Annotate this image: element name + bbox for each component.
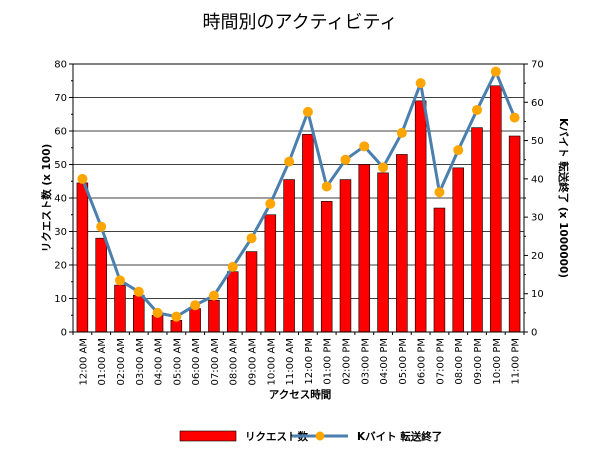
y2-axis-title: Kバイト 転送終了 (x 1000000) (557, 118, 570, 278)
legend-line-marker (315, 431, 325, 441)
x-tick-label: 06:00 PM (417, 338, 428, 385)
left-tick-label: 0 (61, 328, 67, 339)
legend-bar-label: リクエスト数 (245, 430, 308, 443)
x-tick-label: 12:00 AM (78, 338, 89, 385)
bar (339, 179, 352, 333)
bar (95, 237, 107, 333)
line-point (396, 127, 407, 138)
line-point (415, 78, 426, 89)
x-tick-label: 01:00 PM (323, 338, 334, 385)
line-point (77, 173, 88, 184)
bar (358, 164, 371, 333)
x-axis-title: アクセス時間 (269, 388, 331, 401)
legend-line-label: Kバイト 転送終了 (357, 430, 442, 443)
x-tick-label: 07:00 PM (435, 338, 446, 385)
bar (283, 179, 295, 333)
x-tick-label: 07:00 AM (210, 338, 221, 385)
x-tick-label: 12:00 PM (304, 338, 315, 385)
right-tick-label: 40 (531, 174, 544, 185)
left-tick-label: 50 (54, 160, 67, 171)
line-point (434, 187, 445, 198)
line-point (302, 106, 313, 117)
x-tick-label: 09:00 AM (248, 338, 259, 385)
line-point (284, 156, 295, 167)
line-point (378, 162, 389, 173)
line-point (509, 112, 520, 123)
left-tick-label: 80 (54, 60, 67, 71)
bar (226, 271, 239, 333)
line-point (472, 104, 483, 115)
bar (433, 207, 446, 333)
x-tick-label: 08:00 PM (454, 338, 465, 385)
x-tick-label: 02:00 PM (341, 338, 352, 385)
line-point (152, 307, 163, 318)
left-tick-label: 40 (54, 194, 67, 205)
right-tick-label: 20 (531, 251, 544, 262)
line-point (171, 311, 182, 322)
right-tick-label: 30 (531, 213, 544, 224)
bar (452, 167, 464, 333)
x-tick-label: 11:00 AM (285, 338, 296, 385)
right-tick-label: 50 (531, 136, 544, 147)
line-point (321, 181, 332, 192)
x-tick-label: 06:00 AM (191, 338, 202, 385)
x-tick-label: 11:00 PM (511, 338, 522, 385)
left-tick-label: 60 (54, 127, 67, 138)
bar (490, 85, 502, 333)
x-tick-label: 03:00 PM (360, 338, 371, 385)
bar (302, 134, 314, 333)
y-axis-title: リクエスト数 (x 100) (40, 144, 53, 253)
left-tick-label: 10 (54, 294, 67, 305)
bar (377, 172, 389, 333)
right-tick-label: 70 (531, 60, 544, 71)
line-point (96, 221, 107, 232)
line-point (359, 141, 370, 152)
bar (320, 201, 333, 333)
line-point (246, 233, 257, 244)
bar (133, 294, 145, 333)
line-point (133, 286, 144, 297)
right-tick-label: 10 (531, 289, 544, 300)
x-tick-label: 05:00 AM (172, 338, 183, 385)
chart-title: 時間別のアクティビティ (203, 12, 398, 33)
x-tick-label: 10:00 AM (266, 338, 277, 385)
line-point (190, 300, 201, 311)
bar (189, 308, 201, 333)
bar (508, 135, 521, 333)
right-tick-label: 0 (531, 328, 537, 339)
kbyte-line (80, 70, 516, 319)
bar (76, 182, 89, 333)
line-point (453, 145, 464, 156)
x-tick-label: 10:00 PM (492, 338, 503, 385)
x-tick-label: 08:00 AM (229, 338, 240, 385)
bar (471, 127, 483, 333)
line-point (208, 290, 219, 301)
line-point (265, 198, 276, 209)
line-point (490, 66, 501, 77)
right-tick-label: 60 (531, 98, 544, 109)
bar (245, 251, 258, 333)
x-tick-label: 03:00 AM (135, 338, 146, 385)
legend-bar-swatch (179, 430, 237, 442)
bar (264, 214, 277, 333)
x-tick-label: 02:00 AM (116, 338, 127, 385)
x-tick-label: 05:00 PM (398, 338, 409, 385)
line-point (340, 154, 351, 165)
x-tick-label: 09:00 PM (473, 338, 484, 385)
left-tick-label: 20 (54, 261, 67, 272)
bar (414, 100, 427, 333)
x-tick-label: 04:00 PM (379, 338, 390, 385)
bar (396, 154, 408, 333)
left-tick-label: 70 (54, 93, 67, 104)
bar (170, 319, 183, 333)
line-point (227, 261, 238, 272)
left-tick-label: 30 (54, 227, 67, 238)
x-tick-label: 04:00 AM (154, 338, 165, 385)
x-tick-label: 01:00 AM (97, 338, 108, 385)
line-point (114, 275, 125, 286)
bar (114, 284, 126, 333)
bar (208, 299, 220, 333)
